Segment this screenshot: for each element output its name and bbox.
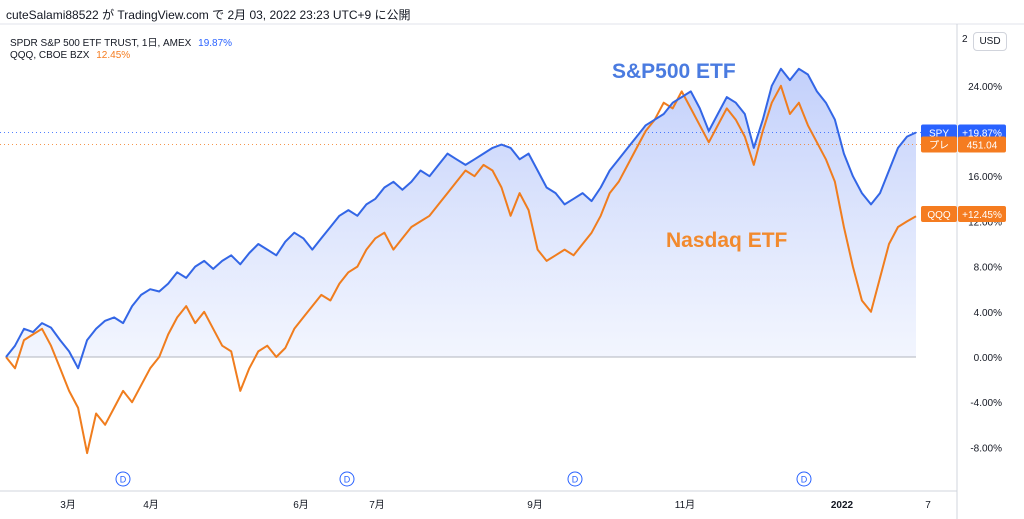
price-value-text: +19.87%: [962, 128, 1002, 139]
x-tick-label: 7: [925, 500, 931, 511]
price-tag-bg: [921, 136, 957, 153]
price-value-bg: [958, 136, 1006, 153]
price-value-text: 451.04: [967, 141, 998, 152]
legend-spy-name: SPDR S&P 500 ETF TRUST, 1日, AMEX: [10, 38, 192, 49]
dividend-marker-label: D: [120, 475, 127, 485]
y-tick-label: 4.00%: [974, 308, 1002, 319]
x-tick-label: 3月: [60, 499, 76, 511]
x-tick-label: 11月: [675, 499, 695, 511]
dividend-marker-circle: [796, 471, 812, 487]
annotation-nasdaq: Nasdaq ETF: [666, 229, 788, 252]
price-tag-bg: [921, 206, 957, 222]
price-label-プレ: プレ 451.04: [921, 136, 1006, 153]
price-value-text: +12.45%: [962, 210, 1002, 221]
x-tick-label: 6月: [293, 499, 309, 511]
dividend-marker[interactable]: D: [567, 471, 583, 487]
legend-qqq-name: QQQ, CBOE BZX: [10, 50, 90, 61]
y-tick-label: 12.00%: [968, 217, 1002, 228]
y-tick-label-partial: 2: [962, 34, 968, 45]
dividend-marker-circle: [567, 471, 583, 487]
y-tick-label: 8.00%: [974, 263, 1002, 274]
dividend-marker-circle: [115, 471, 131, 487]
x-tick-label: 9月: [527, 499, 543, 511]
qqq-line: [5, 84, 917, 455]
publish-info: cuteSalami88522 が TradingView.com で 2月 0…: [6, 8, 411, 22]
legend-spy[interactable]: SPDR S&P 500 ETF TRUST, 1日, AMEX 19.87%: [10, 34, 232, 49]
y-tick-label: 0.00%: [974, 353, 1002, 364]
price-tag-text: QQQ: [927, 210, 951, 221]
x-tick-label: 2022: [831, 500, 854, 511]
price-label-spy: SPY +19.87%: [921, 124, 1006, 141]
dividend-marker[interactable]: D: [796, 471, 812, 487]
legend-qqq[interactable]: QQQ, CBOE BZX 12.45%: [10, 50, 130, 61]
legend-spy-value: 19.87%: [198, 38, 233, 49]
price-tag-bg: [921, 124, 957, 141]
currency-button[interactable]: USD: [973, 32, 1007, 51]
y-tick-label: 24.00%: [968, 82, 1002, 93]
price-tag-text: プレ: [929, 140, 949, 152]
y-tick-label: -8.00%: [970, 443, 1002, 454]
legend-qqq-value: 12.45%: [96, 50, 131, 61]
dividend-marker[interactable]: D: [115, 471, 131, 487]
spy-line: [5, 67, 917, 370]
y-tick-label: -4.00%: [970, 398, 1002, 409]
dividend-marker-circle: [339, 471, 355, 487]
dividend-marker-label: D: [801, 475, 808, 485]
annotation-sp500: S&P500 ETF: [612, 60, 736, 83]
price-value-bg: [958, 124, 1006, 141]
price-label-qqq: QQQ +12.45%: [921, 206, 1006, 222]
x-tick-label: 7月: [369, 499, 385, 511]
spy-area-fill: [6, 68, 916, 369]
dividend-marker[interactable]: D: [339, 471, 355, 487]
dividend-marker-label: D: [344, 475, 351, 485]
dividend-marker-label: D: [572, 475, 579, 485]
price-tag-text: SPY: [929, 128, 949, 139]
price-value-bg: [958, 206, 1006, 222]
y-tick-label: 16.00%: [968, 172, 1002, 183]
x-tick-label: 4月: [143, 499, 159, 511]
